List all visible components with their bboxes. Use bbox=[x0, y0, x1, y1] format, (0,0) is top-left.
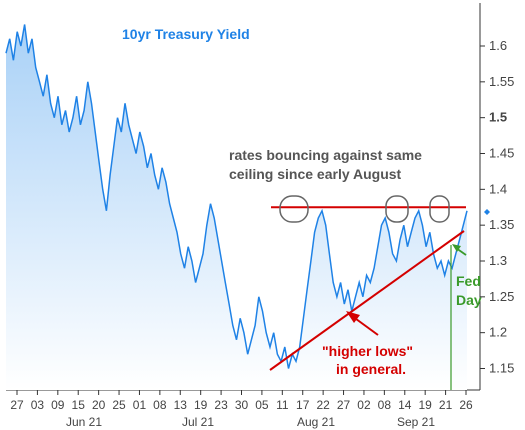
x-tick-label: 26 bbox=[459, 398, 473, 412]
month-label: Aug 21 bbox=[297, 415, 335, 429]
x-tick-label: 15 bbox=[72, 398, 86, 412]
y-tick-label: 1.3 bbox=[489, 253, 507, 268]
y-tick-label: 1.6 bbox=[489, 38, 507, 53]
y-tick-label: 1.15 bbox=[489, 361, 514, 376]
y-tick-label: 1.55 bbox=[489, 74, 514, 89]
x-tick-label: 03 bbox=[31, 398, 45, 412]
month-label: Jun 21 bbox=[66, 415, 102, 429]
x-tick-label: 23 bbox=[214, 398, 228, 412]
x-tick-label: 09 bbox=[51, 398, 65, 412]
fed-day-arrowhead bbox=[452, 244, 461, 252]
ceiling-touch-circle-1 bbox=[279, 195, 309, 223]
ceiling-annotation-line2: ceiling since early August bbox=[229, 166, 402, 182]
x-tick-label: 19 bbox=[419, 398, 433, 412]
fed-day-label-line1: Fed bbox=[456, 273, 481, 289]
x-tick-label: 21 bbox=[439, 398, 453, 412]
ceiling-annotation-line1: rates bouncing against same bbox=[229, 147, 422, 163]
higher-lows-annotation-line2: in general. bbox=[336, 361, 406, 377]
x-tick-label: 13 bbox=[174, 398, 188, 412]
higher-lows-arrowhead bbox=[346, 311, 360, 323]
x-tick-label: 08 bbox=[153, 398, 167, 412]
x-tick-label: 22 bbox=[316, 398, 330, 412]
x-axis-ticks: 27 03 09 15 20 25 01 08 13 19 23 30 05 11 17 22 27 02 08 14… bbox=[10, 390, 473, 412]
x-tick-label: 17 bbox=[296, 398, 310, 412]
y-tick-label: 1.2 bbox=[489, 325, 507, 340]
y-tick-label: 1.5 bbox=[489, 110, 507, 125]
support-line bbox=[269, 230, 465, 371]
month-axis-labels: Jun 21 Jul 21 Aug 21 Sep 21 bbox=[66, 415, 435, 429]
x-tick-label: 30 bbox=[235, 398, 249, 412]
series-line bbox=[5, 24, 468, 369]
current-value-marker bbox=[484, 209, 490, 215]
fed-day-label-line2: Day bbox=[456, 292, 482, 308]
chart-title: 10yr Treasury Yield bbox=[122, 26, 250, 42]
x-tick-label: 08 bbox=[378, 398, 392, 412]
x-tick-label: 27 bbox=[10, 398, 24, 412]
x-tick-label: 27 bbox=[337, 398, 351, 412]
x-tick-label: 01 bbox=[133, 398, 147, 412]
ceiling-touch-circle-2 bbox=[385, 195, 409, 223]
month-label: Sep 21 bbox=[397, 415, 435, 429]
x-tick-label: 05 bbox=[255, 398, 269, 412]
y-tick-label: 1.25 bbox=[489, 289, 514, 304]
higher-lows-annotation-line1: "higher lows" bbox=[322, 343, 413, 359]
x-tick-label: 14 bbox=[398, 398, 412, 412]
x-tick-label: 25 bbox=[112, 398, 126, 412]
x-tick-label: 11 bbox=[276, 398, 289, 412]
series-area bbox=[6, 24, 467, 390]
y-axis-ticks: 1.15 1.2 1.25 1.3 1.35 1.4 1.45 1.5 1.55 1.6 bbox=[480, 38, 514, 376]
y-tick-label: 1.35 bbox=[489, 217, 514, 232]
ceiling-touch-circle-3 bbox=[429, 195, 450, 223]
month-label: Jul 21 bbox=[182, 415, 214, 429]
x-tick-label: 19 bbox=[194, 398, 208, 412]
x-tick-label: 20 bbox=[92, 398, 106, 412]
x-tick-label: 02 bbox=[357, 398, 371, 412]
y-tick-label: 1.4 bbox=[489, 181, 507, 196]
y-tick-label: 1.45 bbox=[489, 146, 514, 161]
